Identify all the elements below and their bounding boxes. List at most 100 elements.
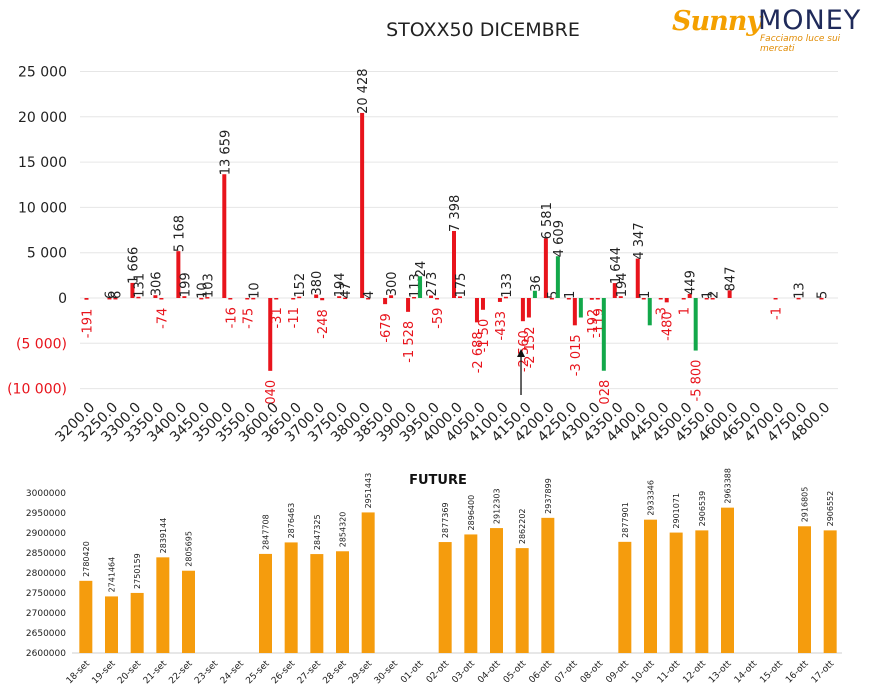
bar [159,298,164,300]
future-bar [541,517,555,653]
future-x-tick-label: 20-set [116,659,144,687]
future-x-tick-label: 15-ott [758,659,785,686]
bar-value-label: 194 [333,272,348,297]
bar-value-label: -11 [287,307,302,328]
y-tick-label: (5 000) [16,336,67,352]
bar [452,230,456,298]
future-bar [721,507,734,653]
future-value-label: 2780420 [82,541,91,577]
bar-value-label: -1 50 [477,319,492,353]
bar [113,297,118,300]
bar-value-label: -16 [224,307,239,328]
future-x-tick-label: 27-set [296,659,324,687]
bar [84,298,89,300]
bar-value-label: 10 [195,282,210,299]
bar-value-label: 10 [247,282,262,299]
future-bar [336,551,349,653]
bar [647,298,652,326]
bar-value-label: 7 398 [448,195,463,232]
future-bar [438,542,452,653]
bar [480,298,485,310]
y-tick-label: (10 000) [7,382,67,398]
bar [337,296,342,298]
bar-value-label: -191 [80,309,95,339]
bar-value-label: -1 528 [402,321,417,363]
future-x-tick-label: 06-ott [527,659,554,686]
bar-value-label: 131 [132,273,147,298]
bar-value-label: 24 [414,261,429,278]
y-tick-label: 20 000 [18,110,67,126]
bar [199,297,204,300]
bar [595,298,600,300]
future-value-label: 2847325 [313,514,322,550]
y-tick-label: 10 000 [18,200,67,216]
future-value-label: 2750159 [133,553,142,589]
bar-value-label: 175 [454,273,469,298]
future-y-tick-label: 2950000 [26,509,66,519]
bar-value-label: -1 [770,307,785,320]
bar-value-label: 847 [724,266,739,291]
bar [612,283,617,298]
bar-value-label: -3 [655,307,670,320]
future-x-tick-label: 29-set [347,659,375,687]
bar-value-label: 1 [701,291,716,299]
future-x-tick-label: 18-set [65,659,93,687]
bar [245,298,250,300]
bar-value-label: 2 [707,291,722,299]
bar-value-label: -74 [155,308,170,329]
future-x-tick-label: 26-set [270,659,298,687]
future-bar [156,557,170,653]
bar-value-label: 5 168 [172,215,187,252]
bar [773,298,778,300]
bar-value-label: -75 [241,308,256,329]
y-tick-label: 0 [58,291,67,307]
future-value-label: 2963388 [724,468,733,504]
bar [107,297,112,300]
bar [601,298,606,371]
bar [429,295,434,298]
bar-value-label: -679 [379,313,394,343]
bar [320,298,325,301]
future-bar [310,554,324,653]
bar [274,298,279,300]
bar [532,290,537,298]
bar [503,296,508,299]
future-value-label: 2937899 [544,478,553,514]
future-x-tick-label: 24-set [219,659,247,687]
bar-value-label: 199 [178,272,193,297]
future-value-label: 2906552 [826,491,835,527]
bar [228,298,233,300]
bar [291,298,296,300]
bar [418,276,423,298]
future-x-tick-label: 02-ott [425,659,452,686]
bar-value-label: 103 [201,273,216,298]
bar [343,297,348,300]
bar-value-label: 1 644 [609,247,624,284]
bar-value-label: 20 428 [356,68,371,114]
bar-value-label: 47 [339,282,354,299]
bar [383,298,388,305]
future-bar [695,530,709,653]
bar-value-label: 1 [563,291,578,299]
bar-value-label: 273 [425,272,440,297]
bar-value-label: 4 347 [632,222,647,259]
future-bar [130,592,144,653]
bar-value-label: -3 015 [569,334,584,376]
bar-value-label: 300 [385,271,400,296]
bar [136,296,141,299]
bar-value-label: 13 659 [218,130,233,176]
bar-value-label: 1 666 [126,247,141,284]
bar [314,294,319,298]
bar-value-label: -480 [661,311,676,341]
future-value-label: 2877369 [441,502,450,538]
future-bar [823,530,837,653]
future-bar [669,532,683,653]
future-value-label: 2933346 [647,480,656,516]
bar-value-label: 4 [362,291,377,299]
bar [819,297,824,300]
bar-value-label: 5 [816,291,831,299]
bar-value-label: 6 [109,291,124,299]
bar [360,112,365,298]
bar [572,298,577,326]
bar-value-label: 4 609 [552,220,567,257]
